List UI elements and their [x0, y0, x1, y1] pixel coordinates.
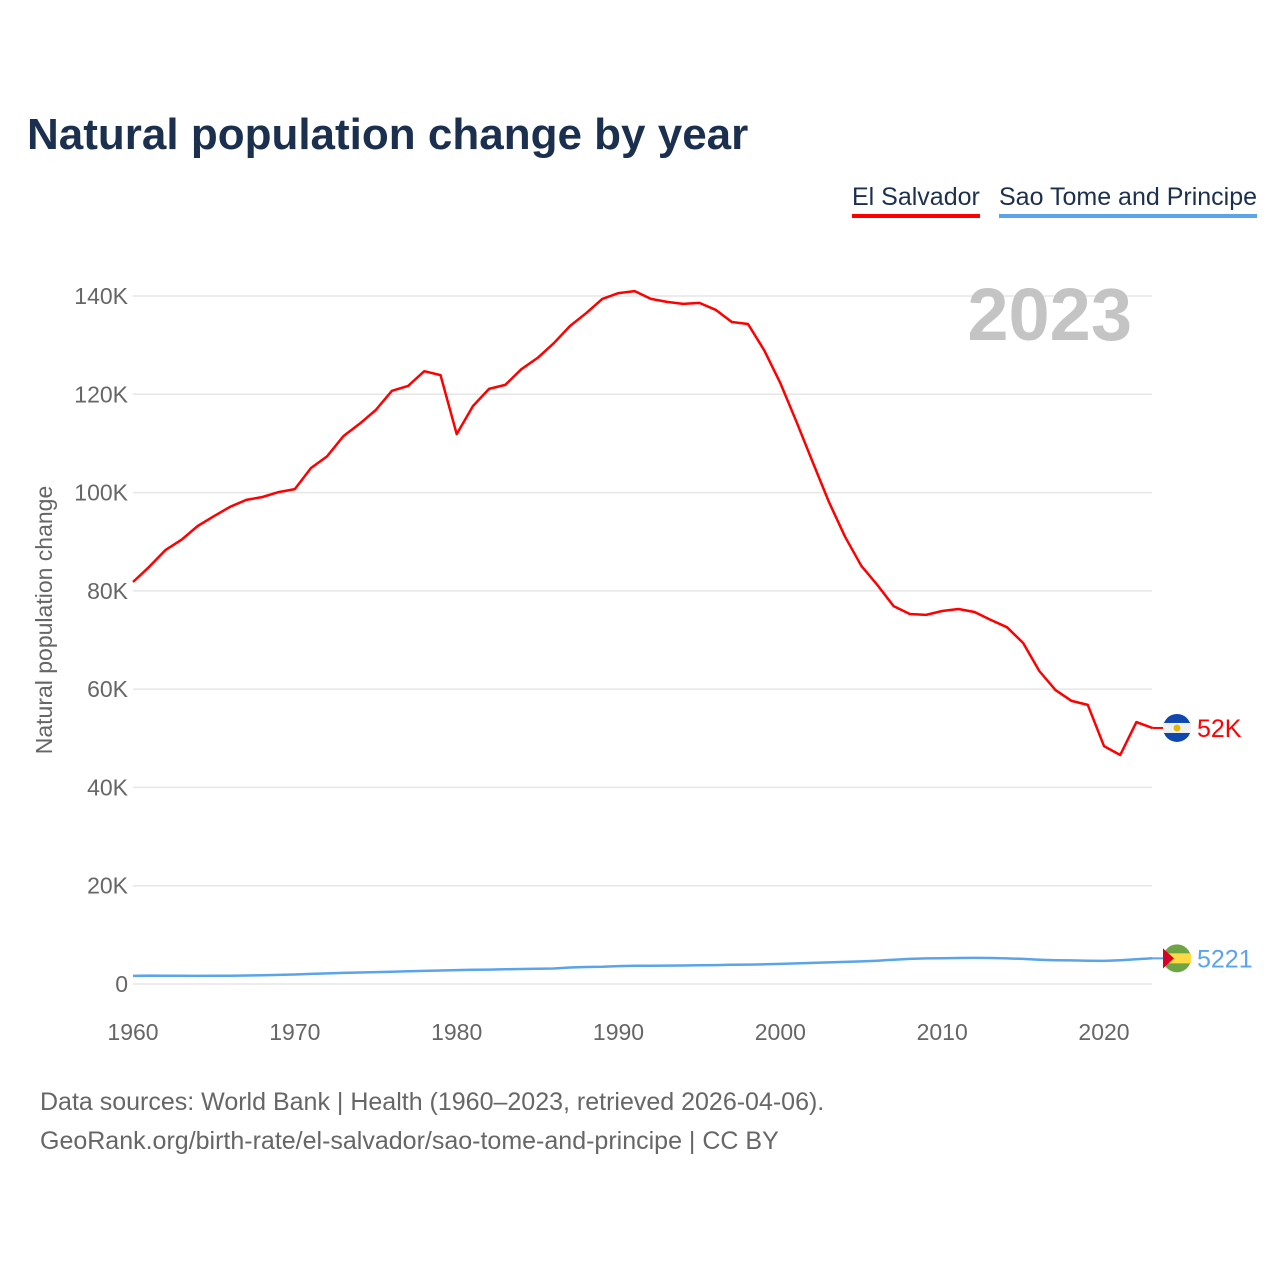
y-tick-label: 60K — [87, 676, 129, 702]
y-axis-label: Natural population change — [31, 486, 57, 755]
y-tick-label: 100K — [74, 480, 128, 506]
y-tick-label: 40K — [87, 774, 129, 800]
y-tick-label: 120K — [74, 381, 128, 407]
flag-triangle — [1163, 948, 1174, 969]
year-watermark: 2023 — [967, 273, 1132, 356]
x-tick-label: 2020 — [1078, 1019, 1129, 1045]
y-tick-label: 0 — [115, 971, 128, 997]
x-tick-label: 1970 — [269, 1019, 320, 1045]
flag-emblem — [1173, 724, 1181, 732]
x-tick-label: 1980 — [431, 1019, 482, 1045]
chart-title: Natural population change by year — [27, 110, 749, 159]
end-value-label: 5221 — [1197, 945, 1253, 973]
series-line-sao-tome — [132, 956, 1153, 978]
y-tick-label: 140K — [74, 283, 128, 309]
footer-source: Data sources: World Bank | Health (1960–… — [40, 1088, 825, 1116]
series-line-el-salvador — [132, 289, 1153, 757]
end-value-label: 52K — [1197, 715, 1242, 743]
x-tick-label: 1960 — [107, 1019, 158, 1045]
flag-stripe — [1163, 953, 1191, 964]
x-tick-label: 2010 — [917, 1019, 968, 1045]
legend-el-salvador[interactable]: El Salvador — [852, 183, 980, 218]
footer-url[interactable]: GeoRank.org/birth-rate/el-salvador/sao-t… — [40, 1127, 779, 1155]
x-tick-label: 2000 — [755, 1019, 806, 1045]
x-tick-label: 1990 — [593, 1019, 644, 1045]
y-tick-label: 20K — [87, 873, 129, 899]
y-tick-label: 80K — [87, 578, 129, 604]
legend-sao-tome[interactable]: Sao Tome and Principe — [999, 183, 1258, 218]
